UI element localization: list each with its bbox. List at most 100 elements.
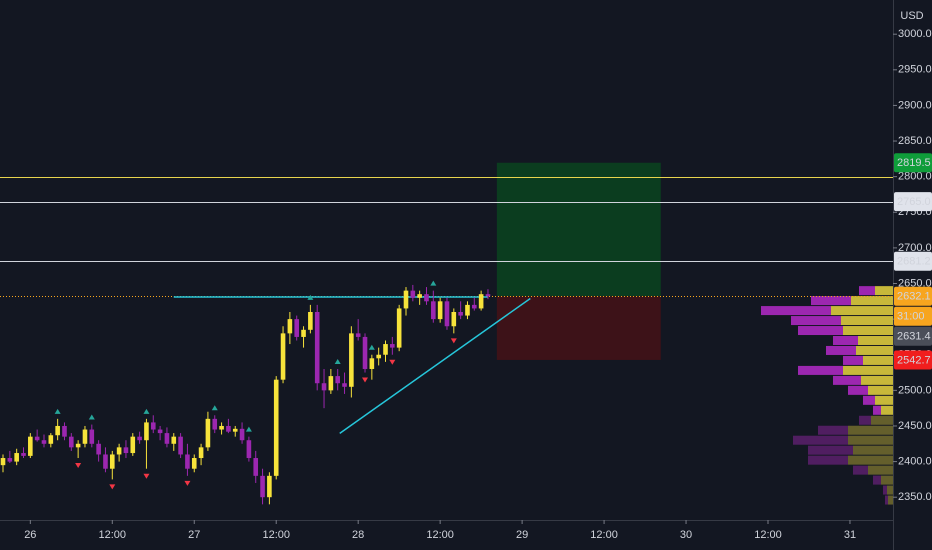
y-tick-label: 2350.0 <box>898 491 932 503</box>
y-tick-label: 2650.0 <box>898 277 932 289</box>
profile-down <box>833 335 858 345</box>
profile-down <box>859 415 871 425</box>
profile-up <box>868 385 893 395</box>
x-tick-label: 12:00 <box>754 529 782 541</box>
x-tick-label: 12:00 <box>590 529 618 541</box>
candle-body <box>396 308 402 348</box>
price-label: 2765.0 <box>897 196 931 208</box>
candle-body <box>75 443 81 448</box>
x-tick-label: 28 <box>352 529 364 541</box>
pivot-high-marker <box>334 358 341 364</box>
candle-body <box>130 436 136 454</box>
profile-down <box>883 485 887 495</box>
profile-down <box>885 495 888 505</box>
profile-up <box>881 405 893 415</box>
candle-body <box>144 422 149 441</box>
candle-body <box>116 447 122 455</box>
candle-body <box>239 428 245 441</box>
pivot-low-marker <box>362 377 369 383</box>
candle-body <box>485 294 491 297</box>
pivot-low-marker <box>184 480 191 486</box>
price-label-box <box>894 153 932 173</box>
candle-body <box>82 429 88 444</box>
candle-body <box>376 354 381 359</box>
profile-down <box>818 425 848 435</box>
price-label-box <box>894 326 932 346</box>
candle-body <box>171 436 177 444</box>
candle-body <box>164 433 170 444</box>
profile-down <box>826 345 856 355</box>
y-tick-label: 2900.0 <box>898 99 932 111</box>
candle-body <box>14 453 19 462</box>
candle-body <box>198 447 204 459</box>
candle-body <box>280 333 286 380</box>
profile-down <box>833 375 861 385</box>
candle-body <box>48 435 54 444</box>
pivot-high-marker <box>245 426 252 432</box>
pivot-high-marker <box>307 294 314 300</box>
candle-body <box>431 301 436 320</box>
candle-body <box>390 344 395 348</box>
candle-body <box>410 290 416 298</box>
profile-up <box>888 495 893 505</box>
profile-up <box>881 475 893 485</box>
profile-up <box>856 345 893 355</box>
candle-body <box>123 447 129 454</box>
candle-body <box>403 290 409 309</box>
profit-zone <box>496 162 661 297</box>
profile-down <box>793 435 848 445</box>
candle-body <box>287 319 293 334</box>
y-tick-label: 3000.0 <box>898 28 932 40</box>
candle-body <box>246 440 252 459</box>
profile-up <box>871 415 893 425</box>
profile-down <box>848 385 868 395</box>
candle-body <box>191 458 197 469</box>
profile-down <box>873 405 881 415</box>
price-label-box <box>894 306 932 326</box>
candle-body <box>308 312 313 330</box>
profile-down <box>843 355 863 365</box>
price-label: 31:00 <box>897 311 925 323</box>
candle-body <box>383 344 388 355</box>
profile-down <box>791 316 841 326</box>
pivot-high-marker <box>368 344 375 350</box>
candle-body <box>28 436 33 456</box>
pivot-high-marker <box>211 405 218 411</box>
x-tick-label: 12:00 <box>426 529 454 541</box>
y-tick-label: 2450.0 <box>898 420 932 432</box>
profile-down <box>798 365 843 375</box>
x-tick-label: 26 <box>24 529 36 541</box>
pivot-low-marker <box>143 473 150 479</box>
pivot-low-marker <box>389 359 396 365</box>
candle-body <box>314 312 320 384</box>
candle-body <box>349 333 354 387</box>
candle-body <box>267 475 272 498</box>
x-tick-label: 12:00 <box>262 529 290 541</box>
candle-body <box>301 329 306 337</box>
candle-body <box>96 443 101 455</box>
candle-body <box>89 429 95 444</box>
profile-up <box>848 435 893 445</box>
profile-up <box>863 355 893 365</box>
profile-up <box>875 395 893 405</box>
profile-down <box>798 326 843 336</box>
candle-body <box>417 294 422 298</box>
candle-body <box>62 425 67 437</box>
price-label: 2681.2 <box>897 256 931 268</box>
x-tick-label: 27 <box>188 529 200 541</box>
candle-body <box>260 475 265 498</box>
trendline <box>339 297 531 434</box>
candle-body <box>109 454 115 469</box>
profile-up <box>868 465 893 475</box>
profile-down <box>811 296 851 306</box>
candle-body <box>471 304 477 309</box>
price-label-box <box>894 286 932 306</box>
loss-zone <box>496 296 661 360</box>
profile-up <box>843 365 893 375</box>
candle-body <box>103 454 108 469</box>
y-tick-label: 2500.0 <box>898 384 932 396</box>
candle-body <box>0 458 6 466</box>
candle-body <box>444 301 450 327</box>
